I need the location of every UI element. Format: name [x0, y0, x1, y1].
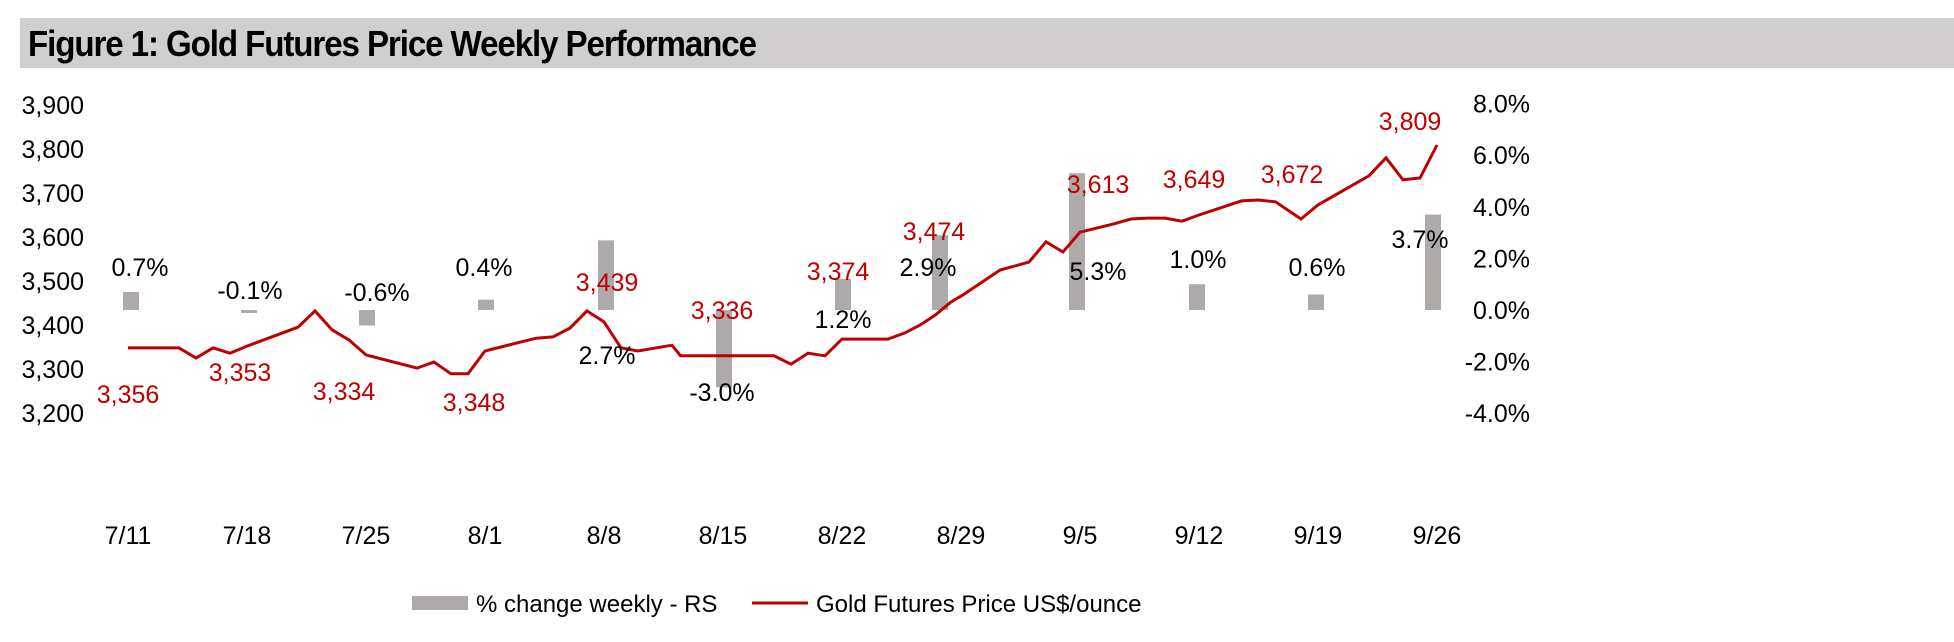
x-tick-label: 8/15: [699, 522, 748, 550]
title-bar: Figure 1: Gold Futures Price Weekly Perf…: [20, 18, 1954, 68]
bar-data-label: 0.7%: [112, 254, 169, 282]
price-data-label: 3,348: [443, 389, 506, 417]
right-tick-label: -2.0%: [1465, 349, 1530, 377]
price-data-label: 3,353: [209, 359, 272, 387]
left-tick-label: 3,500: [21, 268, 84, 296]
x-tick-label: 8/29: [937, 522, 986, 550]
right-tick-label: 6.0%: [1473, 142, 1530, 170]
chart-title: Figure 1: Gold Futures Price Weekly Perf…: [28, 23, 757, 64]
legend-bar-swatch: [412, 596, 468, 610]
bar-data-label: -0.6%: [344, 279, 409, 307]
x-tick-label: 9/5: [1063, 522, 1098, 550]
bar-data-label: 3.7%: [1392, 226, 1449, 254]
bar: [1189, 284, 1205, 310]
price-data-label: 3,474: [903, 218, 966, 246]
bar-data-label: 0.6%: [1289, 254, 1346, 282]
price-data-label: 3,439: [576, 269, 639, 297]
right-tick-label: 2.0%: [1473, 245, 1530, 273]
bar-data-label: 2.7%: [579, 342, 636, 370]
price-data-label: 3,334: [313, 378, 376, 406]
x-tick-label: 8/1: [468, 522, 503, 550]
left-tick-label: 3,400: [21, 312, 84, 340]
x-tick-label: 9/19: [1294, 522, 1343, 550]
price-data-label: 3,356: [97, 381, 160, 409]
bar-data-label: 0.4%: [456, 254, 513, 282]
right-tick-label: 8.0%: [1473, 91, 1530, 119]
x-tick-label: 7/25: [342, 522, 391, 550]
line-series: [128, 144, 1439, 376]
bar-data-label: -3.0%: [689, 379, 754, 407]
bar-data-label: -0.1%: [217, 277, 282, 305]
bar-data-label: 5.3%: [1070, 258, 1127, 286]
legend: % change weekly - RS Gold Futures Price …: [412, 591, 1142, 618]
price-data-label: 3,336: [691, 297, 754, 325]
bar: [716, 310, 732, 388]
price-data-label: 3,649: [1163, 166, 1226, 194]
bar-data-label: 1.0%: [1170, 246, 1227, 274]
bar: [598, 240, 614, 310]
price-line: [128, 144, 1439, 376]
price-data-label: 3,672: [1261, 161, 1324, 189]
price-data-label: 3,613: [1067, 171, 1130, 199]
bar-series: [123, 173, 1441, 388]
x-tick-label: 9/12: [1175, 522, 1224, 550]
legend-line-label: Gold Futures Price US$/ounce: [816, 591, 1142, 618]
x-tick-label: 8/8: [587, 522, 622, 550]
price-data-labels: 3,356 3,353 3,334 3,348 3,439 3,336 3,374 3,474…: [97, 108, 1442, 417]
bar: [1308, 294, 1324, 310]
right-tick-label: 0.0%: [1473, 297, 1530, 325]
bar: [241, 310, 257, 313]
x-tick-label: 8/22: [818, 522, 867, 550]
bar: [835, 279, 851, 310]
bar: [1425, 214, 1441, 310]
x-tick-label: 9/26: [1413, 522, 1462, 550]
bar-data-label: 2.9%: [900, 254, 957, 282]
x-tick-label: 7/18: [223, 522, 272, 550]
left-tick-label: 3,900: [21, 92, 84, 120]
bar: [932, 235, 948, 310]
bar: [1069, 173, 1085, 310]
left-tick-label: 3,700: [21, 180, 84, 208]
right-axis: -4.0% -2.0% 0.0% 2.0% 4.0% 6.0% 8.0%: [1465, 91, 1530, 429]
left-axis: 3,200 3,300 3,400 3,500 3,600 3,700 3,800 3,900: [21, 92, 84, 428]
right-tick-label: -4.0%: [1465, 400, 1530, 428]
bar-data-label: 1.2%: [815, 306, 872, 334]
left-tick-label: 3,300: [21, 356, 84, 384]
left-tick-label: 3,600: [21, 224, 84, 252]
x-tick-label: 7/11: [105, 522, 152, 550]
x-axis: 7/11 7/18 7/25 8/1 8/8 8/15 8/22 8/29 9/5 9/12 9/1…: [105, 522, 1462, 550]
bar: [359, 310, 375, 326]
right-tick-label: 4.0%: [1473, 194, 1530, 222]
bar-data-labels: 0.7% -0.1% -0.6% 0.4% 2.7% -3.0% 1.2% 2.9% 5.3% 1…: [112, 226, 1449, 407]
price-data-label: 3,374: [807, 258, 870, 286]
left-tick-label: 3,200: [21, 400, 84, 428]
legend-bar-label: % change weekly - RS: [476, 591, 717, 618]
bar: [478, 299, 494, 310]
price-data-label: 3,809: [1379, 108, 1442, 136]
left-tick-label: 3,800: [21, 136, 84, 164]
bar: [123, 291, 139, 310]
